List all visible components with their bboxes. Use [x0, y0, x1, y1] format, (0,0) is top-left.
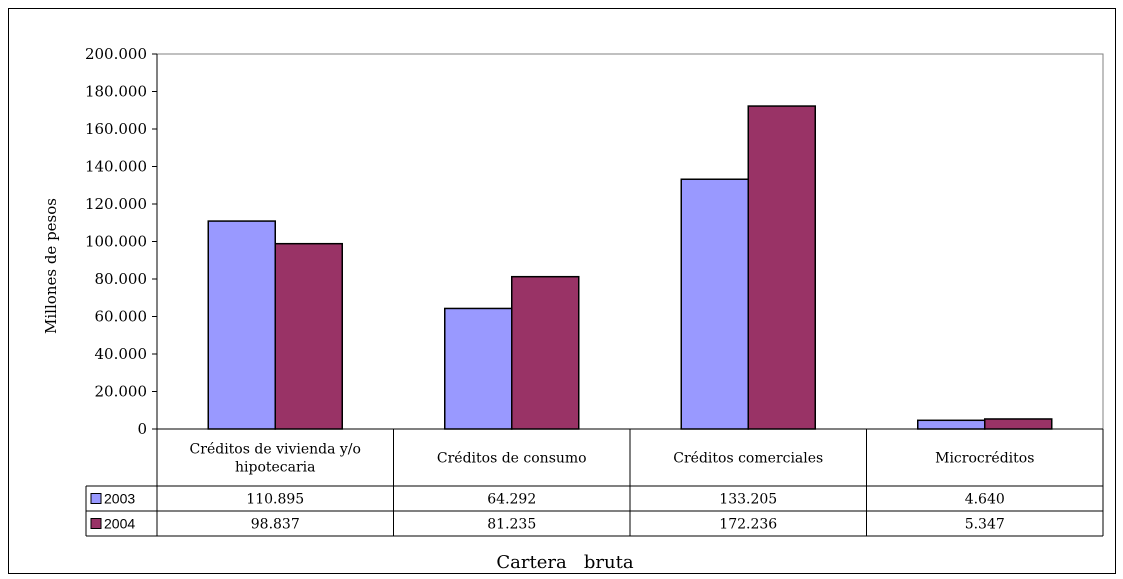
data-cell: 110.895 — [246, 492, 304, 508]
y-tick-label: 100.000 — [85, 233, 147, 251]
bar-2003-1 — [444, 307, 513, 430]
y-tick-label: 120.000 — [85, 195, 147, 213]
y-tick-label: 60.000 — [95, 308, 148, 326]
category-label: Microcréditos — [935, 451, 1034, 467]
legend-swatch-2004 — [90, 518, 102, 529]
data-cell: 5.347 — [965, 517, 1005, 533]
category-label: Créditos de consumo — [437, 451, 587, 467]
data-cell: 133.205 — [719, 492, 777, 508]
bar-2004-3 — [984, 418, 1053, 430]
bar-2003-2 — [680, 178, 749, 430]
data-cell: 4.640 — [965, 492, 1005, 508]
y-tick-label: 160.000 — [85, 120, 147, 138]
bar-2004-2 — [747, 105, 816, 430]
category-label: Créditos comerciales — [673, 451, 823, 467]
bar-2004-0 — [274, 242, 343, 430]
data-cell: 64.292 — [487, 492, 536, 508]
chart-frame — [8, 8, 1116, 574]
bar-2003-3 — [917, 419, 986, 430]
y-tick-label: 0 — [137, 420, 147, 438]
data-cell: 98.837 — [251, 517, 300, 533]
category-label: Créditos de vivienda y/o — [190, 442, 361, 458]
bar-2004-1 — [511, 275, 580, 430]
y-tick-label: 20.000 — [95, 383, 148, 401]
y-tick-label: 180.000 — [85, 83, 147, 101]
y-tick-label: 80.000 — [95, 270, 148, 288]
data-cell: 81.235 — [487, 517, 536, 533]
category-label: hipotecaria — [235, 460, 316, 476]
y-tick-label: 40.000 — [95, 345, 148, 363]
legend-swatch-2003 — [90, 493, 102, 504]
series-label: 2003 — [104, 491, 135, 507]
x-axis-title: Cartera bruta — [496, 552, 633, 573]
y-axis-title: Millones de pesos — [42, 198, 60, 334]
plot-area: 0 20.000 40.000 60.000 80.000 100.000 120.000 1… — [85, 45, 1104, 537]
y-tick-label: 140.000 — [85, 158, 147, 176]
data-cell: 172.236 — [719, 517, 777, 533]
bar-2003-0 — [207, 220, 276, 430]
y-tick-label: 200.000 — [85, 45, 147, 63]
series-label: 2004 — [104, 516, 135, 532]
